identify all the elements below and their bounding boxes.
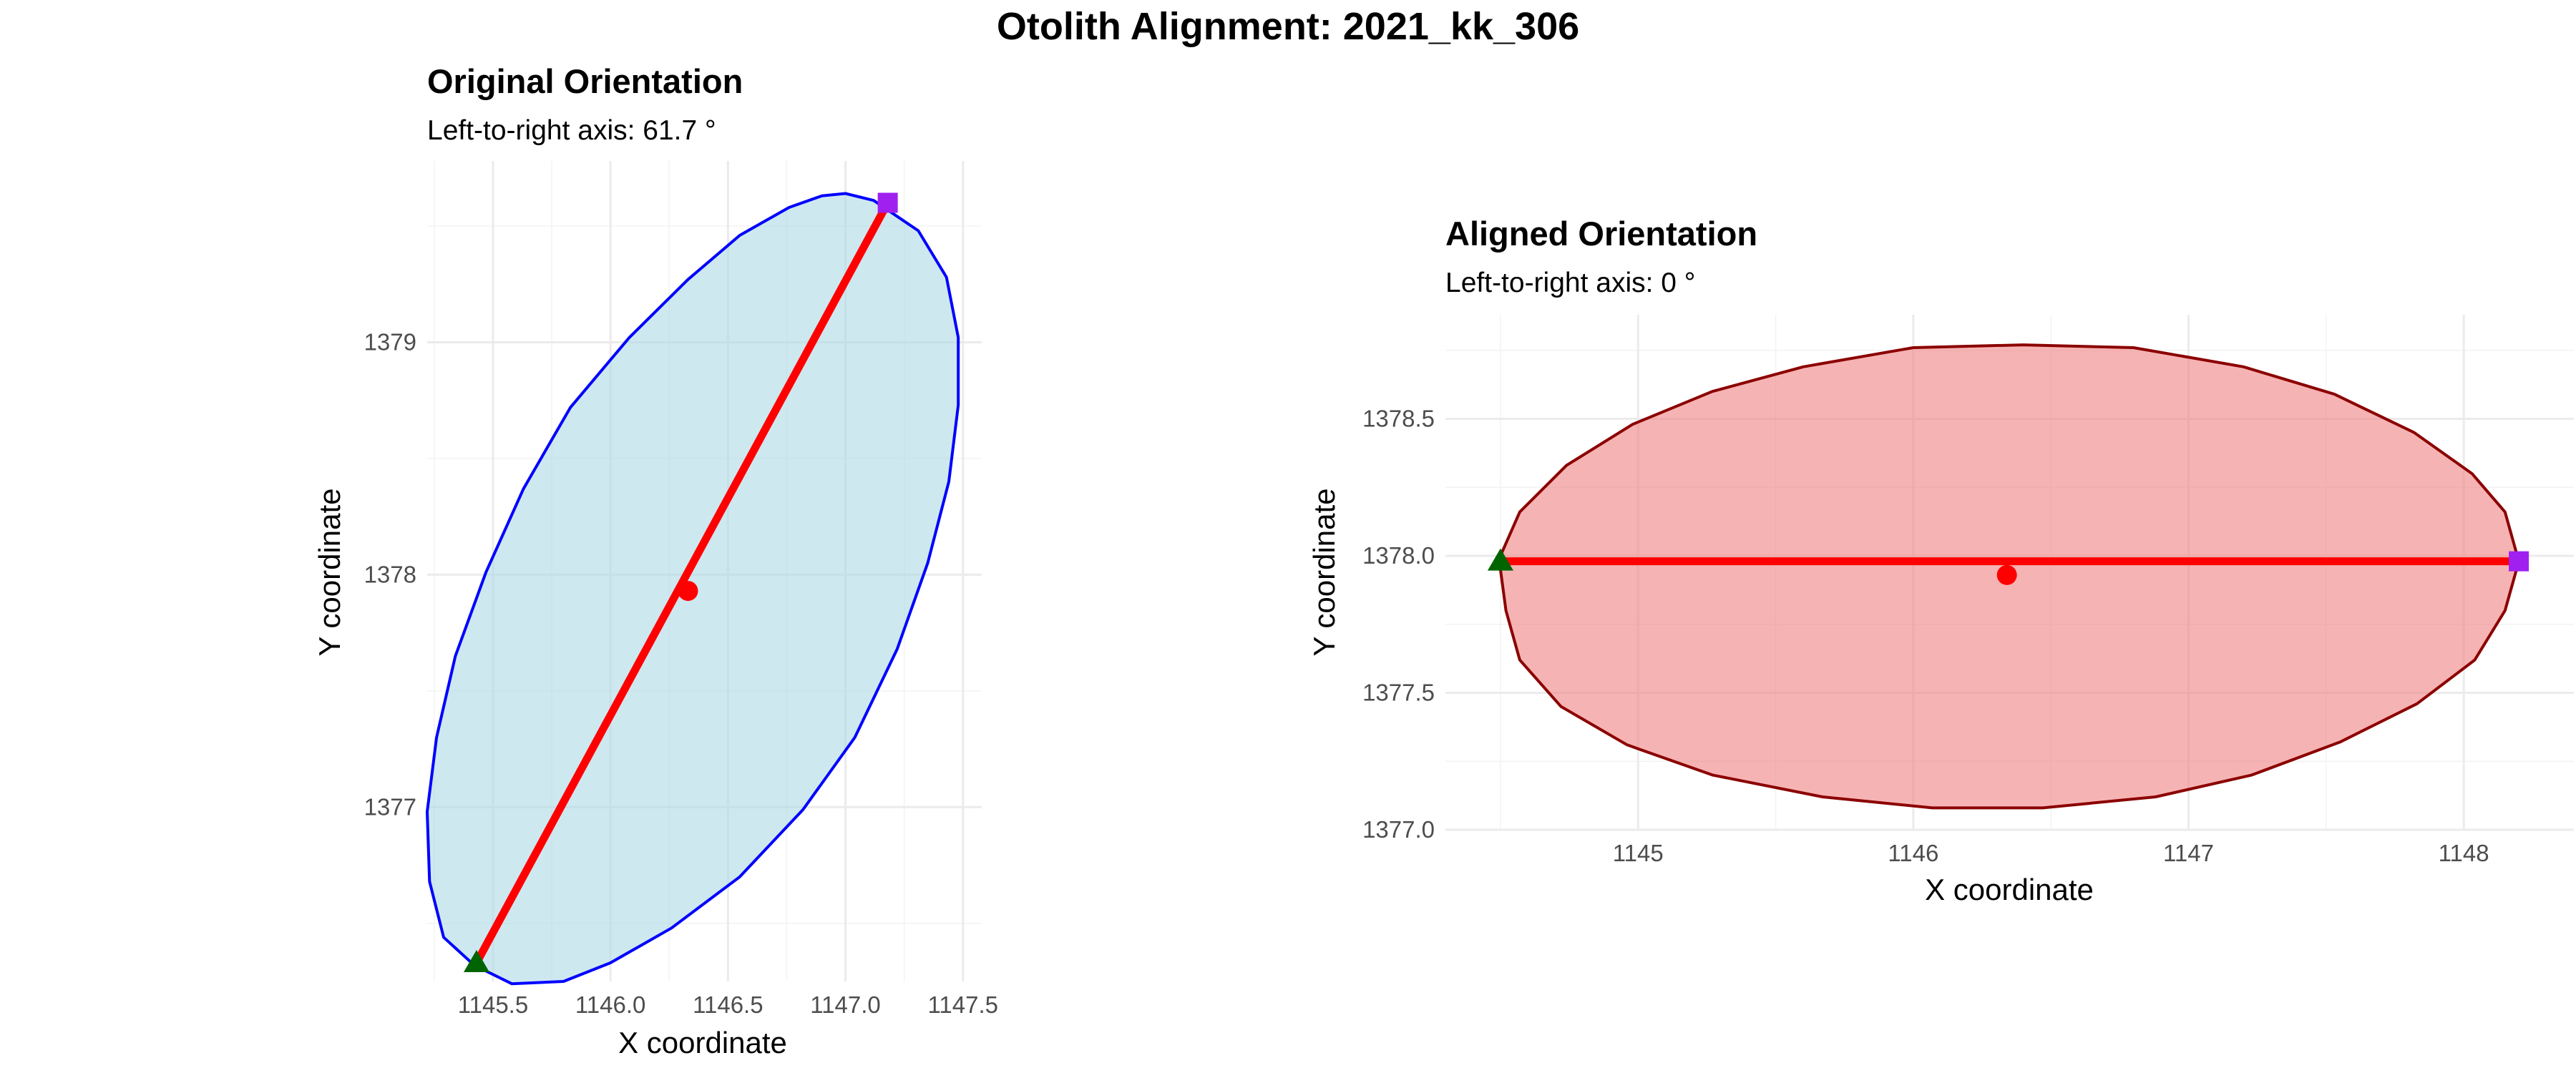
x-tick-label: 1146: [1888, 840, 1938, 866]
panel-subtitle-aligned: Left-to-right axis: 0 °: [1445, 268, 1695, 298]
x-tick-label: 1146.5: [693, 991, 763, 1018]
y-tick-label: 1378.0: [1362, 542, 1435, 569]
y-axis-label-original: Y coordinate: [313, 488, 346, 656]
x-tick-label: 1146.0: [575, 991, 645, 1018]
x-tick-label: 1147.5: [927, 991, 997, 1018]
x-tick-label: 1145.5: [458, 991, 528, 1018]
original-orientation-panel: Original Orientation Left-to-right axis:…: [313, 62, 998, 1059]
ticks-aligned: 1145 1146 1147 1148 1377.0 1377.5 1378.0 1378.5: [1362, 406, 2489, 866]
left-end-marker: [463, 950, 489, 973]
y-tick-label: 1379: [364, 328, 416, 355]
left-end-marker: [1487, 548, 1513, 571]
marks-original: [463, 192, 898, 973]
y-tick-label: 1378: [364, 561, 416, 587]
x-axis-label-original: X coordinate: [618, 1026, 787, 1059]
y-axis-label-aligned: Y coordinate: [1307, 488, 1341, 656]
panel-title-original: Original Orientation: [427, 62, 743, 100]
marks-aligned: [1487, 548, 2529, 585]
x-tick-label: 1145: [1613, 840, 1664, 866]
y-tick-label: 1377.0: [1362, 816, 1435, 843]
aligned-orientation-panel: Aligned Orientation Left-to-right axis: …: [1307, 215, 2574, 906]
x-axis-label-aligned: X coordinate: [1925, 873, 2094, 906]
left-to-right-axis-line: [473, 200, 892, 965]
y-tick-label: 1377.5: [1362, 680, 1435, 706]
panel-title-aligned: Aligned Orientation: [1445, 215, 1757, 253]
y-tick-label: 1377: [364, 793, 416, 820]
panel-subtitle-original: Left-to-right axis: 61.7 °: [427, 115, 716, 146]
x-tick-label: 1148: [2439, 840, 2489, 866]
centroid-point: [1996, 564, 2017, 585]
right-end-marker: [2509, 551, 2529, 572]
x-tick-label: 1147: [2163, 840, 2214, 866]
figure-title: Otolith Alignment: 2021_kk_306: [997, 5, 1579, 48]
centroid-point: [678, 581, 698, 602]
x-tick-label: 1147.0: [810, 991, 880, 1018]
y-tick-label: 1378.5: [1362, 406, 1435, 432]
right-end-marker: [877, 192, 898, 213]
ticks-original: 1145.5 1146.0 1146.5 1147.0 1147.5 1377 1378 13…: [364, 328, 998, 1018]
